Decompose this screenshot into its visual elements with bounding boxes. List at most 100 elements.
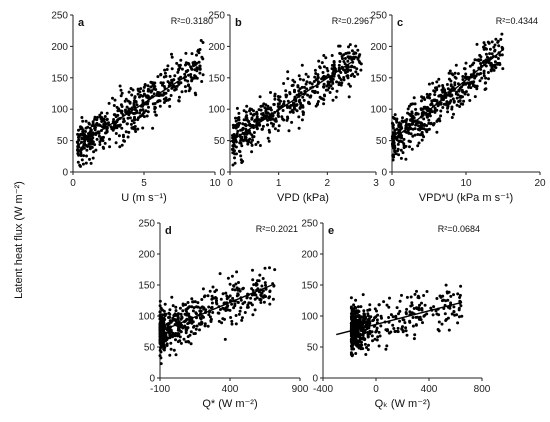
data-point xyxy=(354,70,358,74)
data-point xyxy=(218,272,222,276)
data-point xyxy=(401,120,405,124)
data-point xyxy=(417,124,420,128)
data-point xyxy=(299,103,303,107)
data-point xyxy=(387,305,391,309)
data-point xyxy=(440,322,444,326)
data-point xyxy=(488,52,492,56)
data-point xyxy=(377,330,381,334)
data-point xyxy=(233,156,236,160)
data-point xyxy=(158,354,162,358)
data-point xyxy=(435,86,439,90)
data-point xyxy=(413,102,417,106)
data-point xyxy=(235,286,239,290)
data-point xyxy=(203,294,207,298)
data-point xyxy=(145,102,149,106)
data-point xyxy=(256,140,260,144)
data-point xyxy=(331,81,335,85)
data-point xyxy=(177,99,181,103)
data-point xyxy=(385,344,389,348)
data-point xyxy=(198,328,201,332)
data-point xyxy=(297,115,301,119)
data-point xyxy=(168,353,172,357)
regression-line xyxy=(159,284,273,333)
data-point xyxy=(392,327,396,330)
data-point xyxy=(200,298,204,301)
x-tick-label: 0 xyxy=(389,178,395,189)
data-point xyxy=(133,96,137,100)
data-point xyxy=(496,57,500,60)
data-point xyxy=(352,65,356,69)
r-squared-label: R²=0.2967 xyxy=(332,16,374,26)
data-point xyxy=(81,162,85,166)
data-point xyxy=(94,126,97,129)
data-point xyxy=(167,322,170,325)
data-point xyxy=(253,297,257,301)
data-point xyxy=(228,282,232,286)
data-point xyxy=(237,312,241,316)
data-point xyxy=(235,294,239,298)
data-point xyxy=(82,154,86,158)
data-point xyxy=(168,97,171,101)
data-point xyxy=(182,337,186,341)
data-point xyxy=(397,121,401,125)
data-point xyxy=(237,111,241,115)
data-point xyxy=(235,122,239,126)
data-point xyxy=(163,333,167,337)
data-point xyxy=(236,116,240,120)
data-point xyxy=(317,59,321,63)
data-point xyxy=(395,138,399,142)
data-point xyxy=(100,116,104,120)
data-point xyxy=(310,82,314,86)
data-point xyxy=(98,143,102,146)
data-point xyxy=(247,138,251,142)
data-point xyxy=(249,296,253,300)
data-point xyxy=(442,102,446,106)
data-point xyxy=(434,309,438,313)
data-point xyxy=(159,338,163,342)
data-point xyxy=(397,312,400,316)
x-axis-label: Q* (W m⁻²) xyxy=(202,398,257,410)
data-point xyxy=(141,94,145,98)
data-point xyxy=(357,60,361,63)
data-point xyxy=(263,106,267,110)
data-point xyxy=(104,122,108,126)
data-point xyxy=(375,326,379,330)
data-point xyxy=(189,66,193,70)
data-point xyxy=(440,88,444,92)
data-point xyxy=(473,58,477,62)
data-point xyxy=(272,103,276,106)
data-point xyxy=(325,66,329,70)
data-point xyxy=(342,60,346,63)
data-point xyxy=(392,146,396,150)
data-point xyxy=(223,337,227,341)
data-point xyxy=(412,337,416,341)
data-point xyxy=(226,276,230,280)
data-point xyxy=(204,308,208,312)
data-point xyxy=(192,300,195,304)
data-point xyxy=(483,43,487,47)
data-point xyxy=(241,287,245,291)
data-point xyxy=(420,301,423,305)
data-point xyxy=(219,297,223,301)
data-point xyxy=(425,130,429,134)
data-point xyxy=(122,135,125,139)
data-point xyxy=(108,137,111,141)
data-point xyxy=(127,90,131,94)
data-point xyxy=(282,100,286,104)
data-point xyxy=(238,309,242,313)
data-point xyxy=(368,308,371,312)
data-point xyxy=(322,93,326,97)
data-point xyxy=(240,318,244,322)
data-point xyxy=(146,89,150,93)
data-point xyxy=(189,342,193,346)
data-point xyxy=(417,308,421,312)
y-tick-label: 50 xyxy=(214,136,226,147)
y-axis-label: Latent heat flux (W m⁻²) xyxy=(13,181,25,299)
data-point xyxy=(198,67,202,71)
data-point xyxy=(99,137,103,141)
data-point xyxy=(133,115,136,119)
data-point xyxy=(411,316,415,319)
data-point xyxy=(355,334,358,338)
